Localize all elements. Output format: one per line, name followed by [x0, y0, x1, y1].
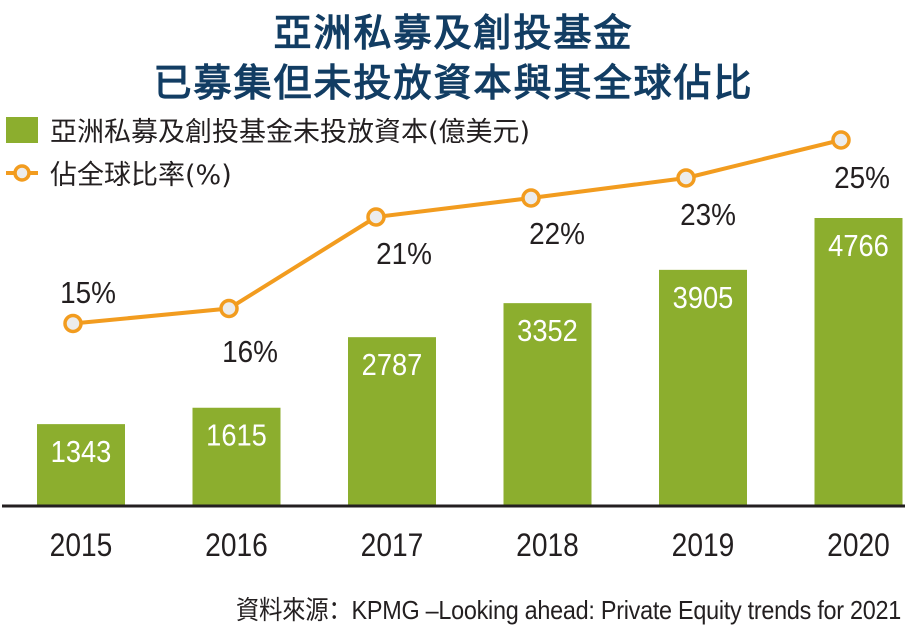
x-tick-label: 2018 [516, 528, 579, 563]
x-tick-label: 2016 [205, 528, 268, 563]
bar-value-label: 3352 [517, 315, 578, 349]
line-marker-2015 [63, 313, 83, 334]
x-tick-label: 2015 [50, 528, 113, 563]
line-series-path [72, 138, 842, 326]
bar-2017 [348, 337, 436, 505]
line-marker-2016 [219, 298, 239, 319]
bar-2016 [192, 407, 281, 505]
line-value-label: 25% [834, 161, 890, 196]
bar-2015 [37, 424, 125, 505]
chart-title-line-2: 已募集但未投放資本與其全球佔比 [153, 61, 754, 105]
bar-value-label: 2787 [362, 349, 423, 383]
x-tick-label: 2019 [672, 528, 735, 563]
line-value-label: 16% [222, 335, 278, 370]
chart-title-line-1: 亞洲私募及創投基金 [273, 11, 634, 55]
legend-bar-label: 亞洲私募及創投基金未投放資本(億美元) [50, 117, 531, 148]
line-marker-2020 [831, 130, 851, 150]
source-note: 資料來源：KPMG –Looking ahead: Private Equity… [235, 595, 901, 625]
legend-line-label: 佔全球比率(%) [50, 160, 232, 191]
bar-value-label: 1615 [206, 419, 267, 453]
bar-2019 [659, 269, 747, 505]
line-marker-2018 [521, 188, 541, 208]
x-tick-label: 2020 [827, 528, 890, 563]
line-marker-2017 [366, 207, 386, 227]
legend-item-line: 佔全球比率(%) [6, 153, 232, 192]
bar-value-label: 1343 [51, 436, 112, 470]
x-tick-label: 2017 [361, 528, 424, 563]
bar-value-label: 3905 [673, 281, 734, 315]
legend-item-bar: 亞洲私募及創投基金未投放資本(億美元) [6, 110, 530, 149]
legend-bar-swatch [6, 116, 38, 143]
legend-line-swatch-icon [6, 163, 38, 182]
line-value-label: 21% [376, 237, 432, 272]
bar-2018 [503, 303, 592, 505]
line-marker-2019 [676, 168, 696, 188]
line-value-label: 22% [529, 217, 585, 252]
line-value-label: 23% [680, 198, 736, 233]
line-value-label: 15% [60, 276, 116, 311]
bar-2020 [814, 218, 903, 505]
bar-value-label: 4766 [828, 229, 889, 263]
